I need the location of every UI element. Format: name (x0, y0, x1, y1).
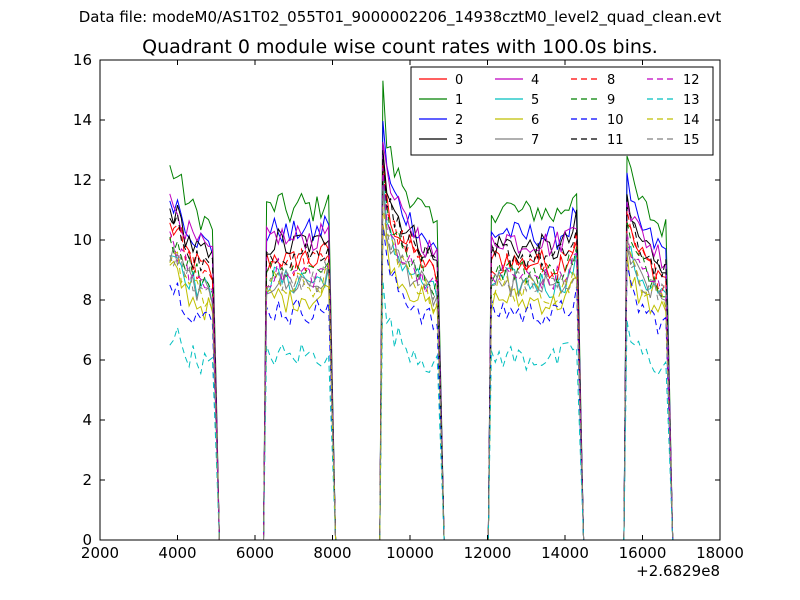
chart-title: Quadrant 0 module wise count rates with … (142, 36, 658, 58)
x-axis: 2000 4000 6000 8000 10000 12000 14000 16000 1800… (81, 60, 744, 580)
legend-item-4: 4 (495, 73, 539, 88)
legend-item-10: 10 (571, 113, 624, 128)
series-line-7 (169, 185, 674, 540)
series-line-3 (169, 149, 674, 540)
x-tick-label: 6000 (236, 544, 274, 562)
x-tick-label: 2000 (81, 544, 119, 562)
series-line-2 (169, 121, 674, 540)
legend-item-11: 11 (571, 133, 624, 148)
y-tick-label: 12 (73, 171, 92, 189)
legend-label: 8 (607, 73, 615, 88)
legend-label: 11 (607, 133, 624, 148)
legend-label: 9 (607, 93, 615, 108)
series-line-12 (169, 167, 674, 540)
series-line-0 (169, 160, 674, 540)
legend-item-15: 15 (647, 133, 700, 148)
x-tick-label: 10000 (386, 544, 434, 562)
legend-label: 3 (455, 133, 463, 148)
legend-item-7: 7 (495, 133, 539, 148)
legend-label: 12 (683, 73, 700, 88)
y-tick-label: 16 (73, 51, 92, 69)
legend-label: 1 (455, 93, 463, 108)
legend-label: 5 (531, 93, 539, 108)
series-line-13 (169, 280, 674, 540)
legend-item-9: 9 (571, 93, 615, 108)
y-tick-label: 0 (82, 531, 92, 549)
y-tick-label: 4 (82, 411, 92, 429)
legend-item-0: 0 (419, 73, 463, 88)
x-tick-label: 12000 (464, 544, 512, 562)
series-line-8 (169, 165, 674, 540)
y-tick-label: 14 (73, 111, 92, 129)
y-tick-label: 10 (73, 231, 92, 249)
x-tick-label: 8000 (313, 544, 351, 562)
y-tick-label: 2 (82, 471, 92, 489)
x-axis-offset-label: +2.6829e8 (636, 562, 720, 580)
legend-label: 13 (683, 93, 700, 108)
legend-item-13: 13 (647, 93, 700, 108)
series-line-4 (169, 141, 674, 540)
legend-label: 0 (455, 73, 463, 88)
series-line-11 (169, 150, 674, 540)
legend-label: 2 (455, 113, 463, 128)
series-line-15 (169, 189, 674, 540)
x-tick-label: 4000 (158, 544, 196, 562)
legend-item-14: 14 (647, 113, 700, 128)
series-line-5 (169, 177, 674, 540)
legend-item-8: 8 (571, 73, 615, 88)
series-lines (169, 80, 674, 540)
legend-item-5: 5 (495, 93, 539, 108)
legend-label: 15 (683, 133, 700, 148)
x-tick-label: 14000 (541, 544, 589, 562)
legend-item-2: 2 (419, 113, 463, 128)
legend-label: 4 (531, 73, 539, 88)
legend-item-6: 6 (495, 113, 539, 128)
data-file-title: Data file: modeM0/AS1T02_055T01_90000022… (78, 8, 722, 26)
x-tick-label: 16000 (619, 544, 667, 562)
series-line-9 (169, 168, 674, 540)
legend-item-1: 1 (419, 93, 463, 108)
legend-item-3: 3 (419, 133, 463, 148)
x-tick-label: 18000 (696, 544, 744, 562)
legend-item-12: 12 (647, 73, 700, 88)
legend-label: 14 (683, 113, 700, 128)
y-tick-label: 6 (82, 351, 92, 369)
y-tick-label: 8 (82, 291, 92, 309)
legend-label: 6 (531, 113, 539, 128)
legend-label: 7 (531, 133, 539, 148)
legend-label: 10 (607, 113, 624, 128)
series-line-10 (169, 224, 674, 540)
